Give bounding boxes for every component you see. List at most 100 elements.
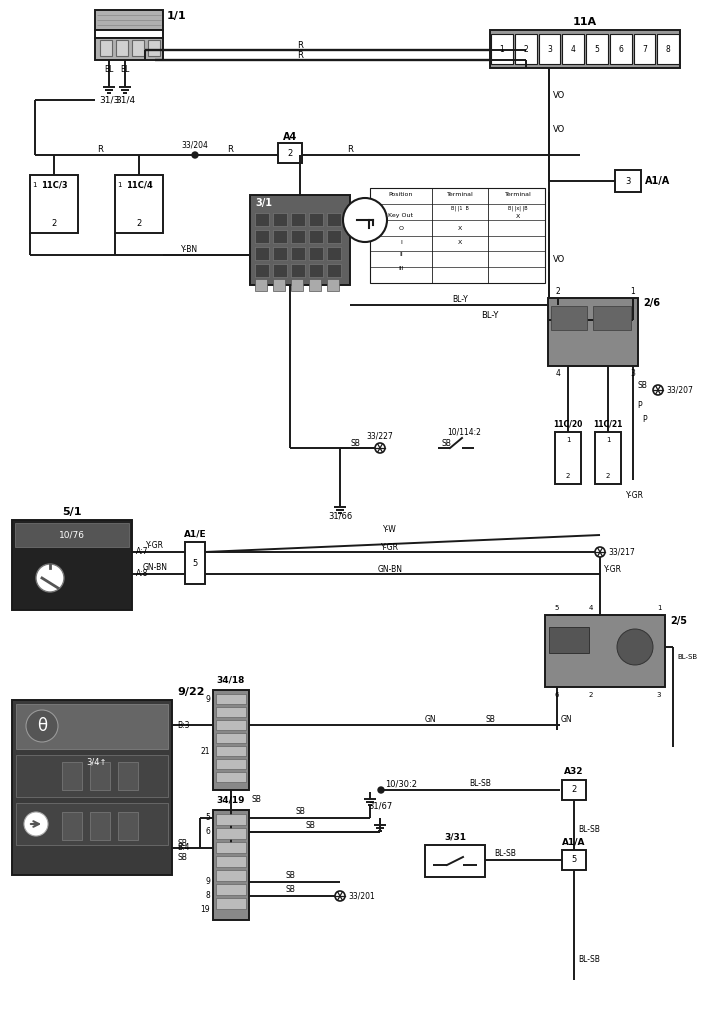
Bar — [185, 542, 205, 584]
Bar — [118, 812, 138, 840]
Text: 1: 1 — [606, 437, 610, 443]
Text: SB: SB — [305, 821, 315, 830]
Text: 2: 2 — [287, 148, 293, 158]
Bar — [327, 230, 341, 243]
Bar — [555, 432, 581, 484]
Text: A1/A: A1/A — [562, 838, 586, 847]
Bar — [100, 40, 112, 56]
Text: 8: 8 — [205, 892, 210, 900]
Bar — [545, 615, 665, 687]
Circle shape — [36, 564, 64, 592]
Bar — [216, 828, 246, 839]
Text: 3/1: 3/1 — [256, 198, 273, 208]
Text: 3/4↑: 3/4↑ — [87, 758, 107, 767]
Text: 5/1: 5/1 — [62, 507, 82, 517]
Text: Position: Position — [389, 193, 413, 198]
Bar — [491, 34, 513, 63]
Text: 9: 9 — [205, 694, 210, 703]
Text: 9: 9 — [205, 878, 210, 887]
Bar — [291, 279, 303, 291]
Text: B| |1  B: B| |1 B — [451, 205, 469, 211]
Text: 2: 2 — [566, 473, 570, 479]
Text: SB: SB — [177, 839, 187, 848]
Text: R: R — [297, 50, 303, 59]
Bar — [216, 733, 246, 743]
Bar — [327, 213, 341, 226]
Text: B| |x| |B: B| |x| |B — [508, 205, 528, 211]
Text: SB: SB — [252, 796, 262, 805]
Bar — [291, 230, 305, 243]
Text: A:7: A:7 — [136, 548, 148, 556]
Bar — [118, 762, 138, 790]
Text: R: R — [97, 144, 103, 154]
Bar — [273, 264, 287, 278]
Text: 33/207: 33/207 — [666, 385, 693, 394]
Bar — [309, 230, 323, 243]
Text: GN: GN — [424, 715, 436, 724]
Bar — [309, 247, 323, 260]
Bar — [95, 10, 163, 30]
Text: 2: 2 — [556, 288, 561, 297]
Text: SB: SB — [485, 715, 495, 724]
Text: 1: 1 — [657, 605, 662, 611]
Text: 1: 1 — [117, 182, 122, 188]
Text: A32: A32 — [564, 768, 584, 776]
Text: 31/67: 31/67 — [368, 802, 392, 811]
Bar — [595, 432, 621, 484]
Text: 3: 3 — [625, 176, 631, 185]
Text: 5: 5 — [205, 813, 210, 822]
Bar — [562, 34, 584, 63]
Circle shape — [26, 710, 58, 742]
Text: A4: A4 — [283, 132, 297, 142]
Text: 5: 5 — [594, 44, 599, 53]
Text: 10/76: 10/76 — [59, 530, 85, 540]
Text: 31/4: 31/4 — [115, 95, 135, 104]
Text: SB: SB — [285, 871, 295, 881]
Bar — [490, 30, 680, 68]
Bar — [132, 40, 144, 56]
Text: R: R — [347, 144, 353, 154]
Text: 34/18: 34/18 — [217, 676, 245, 684]
Text: BL-SB: BL-SB — [578, 955, 600, 965]
Text: Terminal: Terminal — [447, 193, 473, 198]
Text: 2: 2 — [606, 473, 610, 479]
Bar — [12, 520, 132, 610]
Bar — [90, 762, 110, 790]
Bar — [273, 213, 287, 226]
Text: 1/1: 1/1 — [167, 11, 187, 22]
Bar — [213, 810, 249, 920]
Circle shape — [335, 891, 345, 901]
Bar — [255, 279, 267, 291]
Text: I: I — [400, 240, 402, 245]
Text: 1: 1 — [32, 182, 37, 188]
Text: GN: GN — [561, 716, 573, 725]
Bar — [255, 247, 269, 260]
Bar — [216, 856, 246, 867]
Bar — [255, 230, 269, 243]
Bar — [255, 213, 269, 226]
Text: A1/E: A1/E — [184, 529, 206, 539]
Circle shape — [595, 547, 605, 557]
Bar — [250, 195, 350, 285]
Text: X: X — [516, 213, 520, 218]
Bar — [216, 746, 246, 756]
Circle shape — [343, 198, 387, 242]
Text: BL-SB: BL-SB — [469, 779, 491, 788]
Bar — [370, 188, 545, 283]
Bar — [255, 264, 269, 278]
Bar — [586, 34, 608, 63]
Bar — [610, 34, 632, 63]
Bar — [615, 170, 641, 193]
Circle shape — [375, 443, 385, 453]
Text: BL-SB: BL-SB — [578, 825, 600, 835]
Text: 1: 1 — [631, 288, 635, 297]
Text: 3: 3 — [631, 369, 635, 378]
Text: 2: 2 — [523, 44, 528, 53]
Bar — [216, 842, 246, 853]
Circle shape — [617, 629, 653, 665]
Text: 2/6: 2/6 — [643, 298, 660, 308]
Bar — [425, 845, 485, 877]
Text: Y-GR: Y-GR — [604, 565, 622, 574]
Text: Y-GR: Y-GR — [146, 542, 164, 551]
Text: Key Out: Key Out — [389, 213, 414, 218]
